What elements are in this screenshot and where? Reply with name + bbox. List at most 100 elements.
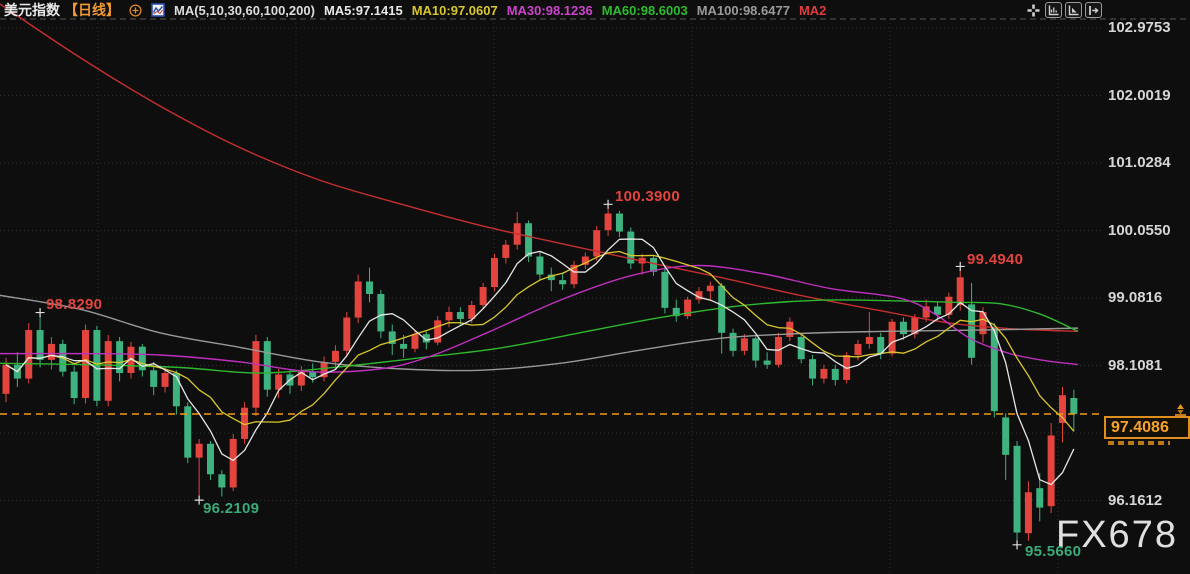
mini-chart-icon[interactable] xyxy=(151,3,165,17)
candle-body xyxy=(672,307,680,317)
candle-body xyxy=(184,406,192,458)
candle-body xyxy=(1058,395,1066,423)
axis-price-label: 102.0019 xyxy=(1108,86,1171,104)
candle-body xyxy=(934,306,942,315)
candle-body xyxy=(252,341,260,408)
candle-body xyxy=(343,317,351,351)
candle-body xyxy=(229,438,237,488)
candle-body xyxy=(615,213,623,232)
candle-body xyxy=(877,336,885,354)
candle-body xyxy=(763,360,771,365)
period-selector[interactable]: 【日线】 xyxy=(64,2,120,18)
candle-body xyxy=(581,256,589,265)
candle-body xyxy=(740,338,748,351)
ma200-value-truncated: MA2 xyxy=(798,2,827,18)
ma-line-ma100 xyxy=(0,294,1079,372)
candle-body xyxy=(366,281,374,294)
ma-line-ma30 xyxy=(0,264,1079,373)
candle-body xyxy=(377,293,385,332)
candle-body xyxy=(400,343,408,349)
candle-body xyxy=(36,330,44,360)
candle-body xyxy=(138,346,146,371)
candle-body xyxy=(331,350,339,362)
candle-body xyxy=(2,364,10,394)
axis-price-label: 101.0284 xyxy=(1108,154,1171,172)
candle-body xyxy=(502,244,510,258)
candle-body xyxy=(1013,445,1021,533)
candle-body xyxy=(172,373,180,407)
candle-body xyxy=(865,336,873,344)
ma-group-label: MA(5,10,30,60,100,200) xyxy=(174,2,315,18)
candle-body xyxy=(297,371,305,386)
fx678-watermark: FX678 xyxy=(1056,514,1178,556)
candle-body xyxy=(979,312,987,335)
candle-body xyxy=(388,331,396,344)
candle-body xyxy=(570,264,578,285)
ma-line-ma10 xyxy=(5,250,1075,432)
candle-body xyxy=(536,256,544,275)
candle-body xyxy=(593,230,601,257)
candle-body xyxy=(1070,398,1078,415)
exit-pane-icon[interactable] xyxy=(1085,2,1102,18)
chart-legend: 美元指数 【日线】 MA(5,10,30,60,100,200) MA5:97.… xyxy=(4,1,826,19)
candle-body xyxy=(718,285,726,333)
price-alert-icon[interactable] xyxy=(1173,403,1188,421)
candle-body xyxy=(445,312,453,321)
candle-body xyxy=(559,280,567,285)
candle-body xyxy=(150,370,158,387)
candle-body xyxy=(922,306,930,318)
candle-body xyxy=(456,312,464,319)
candle-body xyxy=(1036,488,1044,508)
candle-body xyxy=(104,341,112,401)
candle-body xyxy=(1024,492,1032,534)
candle-body xyxy=(968,304,976,358)
axis-price-label: 100.0550 xyxy=(1108,221,1171,239)
candle-body xyxy=(684,299,692,317)
candle-body xyxy=(547,274,555,281)
candle-body xyxy=(70,371,78,399)
candle-body xyxy=(320,361,328,378)
ma10-value: MA10:97.0607 xyxy=(411,2,498,18)
candle-body xyxy=(604,213,612,231)
swing-high-label: 99.4940 xyxy=(967,251,1024,268)
candle-body xyxy=(650,257,658,272)
candle-body xyxy=(525,223,533,257)
extreme-marker-cross xyxy=(955,261,965,271)
swing-high-label: 98.8290 xyxy=(46,296,103,313)
price-countdown-dashes xyxy=(1108,441,1170,446)
extreme-marker-cross xyxy=(194,495,204,505)
candle-body xyxy=(911,317,919,335)
candle-body xyxy=(843,355,851,380)
candle-body xyxy=(1002,417,1010,455)
candle-body xyxy=(354,281,362,318)
candle-body xyxy=(422,334,430,343)
extreme-marker-cross xyxy=(35,308,45,318)
candle-body xyxy=(831,368,839,380)
extreme-marker-cross xyxy=(1012,540,1022,550)
candle-body xyxy=(479,287,487,306)
candle-body xyxy=(468,305,476,319)
candle-body xyxy=(752,338,760,361)
candle-body xyxy=(241,407,249,439)
candle-body xyxy=(309,371,317,378)
ma-line-ma5 xyxy=(5,238,1075,486)
candle-body xyxy=(706,285,714,292)
ma5-value: MA5:97.1415 xyxy=(323,2,403,18)
candle-body xyxy=(116,341,124,374)
candle-body xyxy=(956,277,964,306)
candle-body xyxy=(695,291,703,300)
candle-body xyxy=(161,373,169,387)
collapse-circle-icon[interactable] xyxy=(129,3,142,17)
candle-body xyxy=(888,321,896,354)
crosshair-icon[interactable] xyxy=(1025,2,1042,18)
axis-chart-icon[interactable] xyxy=(1045,2,1062,18)
candle-body xyxy=(490,257,498,288)
playback-chart-icon[interactable] xyxy=(1065,2,1082,18)
candle-body xyxy=(786,321,794,337)
candle-body xyxy=(1047,435,1055,507)
candle-body xyxy=(25,330,33,379)
ma60-value: MA60:98.6003 xyxy=(601,2,688,18)
candle-body xyxy=(195,443,203,458)
